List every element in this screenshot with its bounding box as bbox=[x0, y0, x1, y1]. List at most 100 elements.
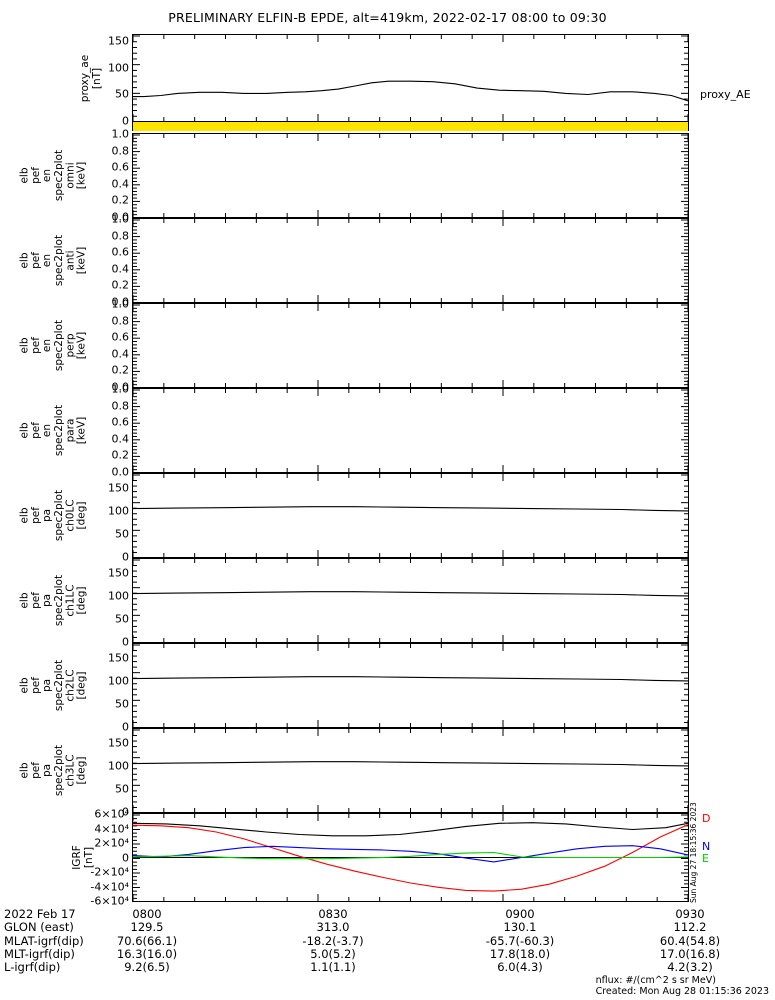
igrf-legend-n: N bbox=[702, 840, 711, 853]
y-tick-label: 0.0 bbox=[111, 380, 130, 394]
bottom-table-row: L-igrf(dip) 9.2(6.5) 1.1(1.1) 6.0(4.3) 4.2(3… bbox=[0, 960, 775, 975]
bottom-table-cell: 0900 bbox=[505, 907, 535, 921]
y-axis-title-pa-ch3lc: elb pef pa spec2plot ch3LC [deg] bbox=[18, 728, 88, 813]
y-axis-title-word: pa bbox=[41, 763, 54, 778]
y-axis-ticks-pa-ch3lc: 0 50 100 150 bbox=[0, 728, 129, 817]
y-tick-label: 0.8 bbox=[111, 314, 130, 328]
y-axis-title-word: [deg] bbox=[75, 586, 88, 615]
y-axis-title-word: [keV] bbox=[75, 331, 88, 360]
y-tick-label: 0.4 bbox=[111, 347, 130, 361]
y-tick-label: 100 bbox=[108, 674, 129, 688]
time-highlight-bar bbox=[132, 122, 689, 131]
y-axis-title-word: spec2plot bbox=[52, 489, 65, 542]
footer-created: Created: Mon Aug 28 01:15:36 2023 bbox=[595, 986, 769, 997]
y-axis-title-word: spec2plot bbox=[52, 744, 65, 797]
y-axis-ticks-proxy-ae: 0 50 100 150 bbox=[0, 34, 129, 127]
y-axis-title-word: elb bbox=[18, 507, 31, 524]
y-axis-title-en-perp: elb pef en spec2plot perp [keV] bbox=[18, 303, 88, 388]
bottom-table-cell: 130.1 bbox=[503, 920, 537, 935]
y-tick-label: 0.2 bbox=[111, 448, 130, 462]
y-axis-title-word: en bbox=[41, 253, 54, 268]
y-tick-label: 0.4 bbox=[111, 177, 130, 191]
y-axis-title-word: spec2plot bbox=[52, 319, 65, 372]
y-tick-label: -4×10⁴ bbox=[90, 880, 129, 893]
y-axis-ticks-pa-ch0lc: 0 50 100 150 bbox=[0, 473, 129, 562]
y-axis-title-word: spec2plot bbox=[52, 234, 65, 287]
y-tick-label: 100 bbox=[108, 589, 129, 603]
plot-panel-proxy-ae bbox=[132, 34, 689, 122]
y-axis-title-word: elb bbox=[18, 337, 31, 354]
bottom-table-cell: 1.1(1.1) bbox=[310, 960, 356, 975]
plot-panel-en-para bbox=[132, 388, 689, 473]
y-tick-label: -2×10⁴ bbox=[90, 865, 129, 879]
bottom-table-cell: 4.2(3.2) bbox=[667, 960, 713, 975]
bottom-table-cell: 17.8(18.0) bbox=[489, 946, 551, 961]
y-axis-title-en-omni: elb pef en spec2plot omni [keV] bbox=[18, 133, 88, 218]
y-axis-title-proxy-ae: proxy_ae [nT] bbox=[79, 34, 103, 122]
y-axis-ticks-en-anti: 0.0 0.2 0.4 0.6 0.8 1.0 bbox=[0, 214, 130, 308]
plot-panel-pa-ch3lc bbox=[132, 728, 689, 813]
bottom-table-cell: 5.0(5.2) bbox=[310, 946, 356, 961]
y-tick-label: 100 bbox=[108, 504, 129, 518]
bottom-table-cell: 0830 bbox=[318, 907, 348, 921]
y-tick-label: 1.0 bbox=[111, 297, 130, 311]
y-tick-label: 150 bbox=[108, 651, 129, 665]
y-tick-label: 0 bbox=[122, 114, 129, 128]
y-axis-title-word: proxy_ae bbox=[79, 54, 92, 102]
y-axis-title-word: elb bbox=[18, 677, 31, 694]
y-axis-title-word: spec2plot bbox=[52, 404, 65, 457]
y-axis-title-pa-ch2lc: elb pef pa spec2plot ch2LC [deg] bbox=[18, 643, 88, 728]
y-tick-label: 2×10⁴ bbox=[94, 836, 129, 850]
y-tick-label: 1.0 bbox=[111, 382, 130, 396]
bottom-table-cell: 112.2 bbox=[673, 920, 707, 935]
bottom-table-cell: 70.6(66.1) bbox=[116, 933, 178, 948]
y-axis-ticks-en-perp: 0.0 0.2 0.4 0.6 0.8 1.0 bbox=[0, 299, 130, 393]
bottom-table-cell: 6.0(4.3) bbox=[497, 960, 543, 975]
y-tick-label: 0.6 bbox=[111, 245, 130, 259]
bottom-table-row: MLT-igrf(dip) 16.3(16.0) 5.0(5.2) 17.8(18.0… bbox=[0, 946, 775, 961]
bottom-table-cell: 16.3(16.0) bbox=[116, 946, 178, 961]
y-tick-label: 50 bbox=[115, 87, 129, 101]
bottom-table-row-label: GLON (east) bbox=[4, 920, 74, 935]
y-tick-label: 0.8 bbox=[111, 399, 130, 413]
bottom-table-cell: 129.5 bbox=[130, 920, 164, 935]
y-axis-title-word: [keV] bbox=[75, 161, 88, 190]
y-axis-title-word: elb bbox=[18, 252, 31, 269]
y-tick-label: 0 bbox=[122, 720, 129, 734]
y-axis-title-word: pa bbox=[41, 678, 54, 693]
y-tick-label: 50 bbox=[115, 612, 129, 626]
y-axis-title-word: IGRF bbox=[71, 845, 84, 870]
bottom-annotation-table: 2022 Feb 17 0800 0830 0900 0930 GLON (east) 12… bbox=[0, 907, 775, 975]
y-tick-label: 0.0 bbox=[111, 210, 130, 224]
y-tick-label: -6×10⁴ bbox=[90, 894, 129, 908]
y-tick-label: 0.4 bbox=[111, 432, 130, 446]
y-tick-label: 0.8 bbox=[111, 229, 130, 243]
y-axis-title-word: en bbox=[41, 423, 54, 438]
y-axis-title-pa-ch0lc: elb pef pa spec2plot ch0LC [deg] bbox=[18, 473, 88, 558]
bottom-table-row: 2022 Feb 17 0800 0830 0900 0930 bbox=[0, 907, 775, 921]
y-axis-ticks-igrf: -6×10⁴ -4×10⁴ -2×10⁴ 0 2×10⁴ 4×10⁴ 6×10⁴ bbox=[0, 809, 129, 907]
plot-panel-pa-ch1lc bbox=[132, 558, 689, 643]
y-axis-title-word: elb bbox=[18, 762, 31, 779]
y-tick-label: 0.0 bbox=[111, 465, 130, 479]
bottom-table-row-label: MLAT-igrf(dip) bbox=[4, 933, 84, 948]
igrf-legend-d: D bbox=[702, 812, 711, 825]
bottom-table-cell: 0800 bbox=[132, 907, 162, 921]
plot-panel-pa-ch2lc bbox=[132, 643, 689, 728]
y-tick-label: 0.4 bbox=[111, 262, 130, 276]
bottom-table-cell: 17.0(16.8) bbox=[659, 946, 721, 961]
y-tick-label: 0.6 bbox=[111, 160, 130, 174]
y-tick-label: 150 bbox=[108, 481, 129, 495]
bottom-table-cell: 313.0 bbox=[316, 920, 350, 935]
bottom-table-cell: -65.7(-60.3) bbox=[485, 933, 555, 948]
y-axis-title-word: [deg] bbox=[75, 756, 88, 785]
y-axis-title-word: [keV] bbox=[75, 416, 88, 445]
bottom-table-row-label: 2022 Feb 17 bbox=[4, 907, 76, 921]
y-tick-label: 6×10⁴ bbox=[94, 807, 129, 821]
bottom-table-row: MLAT-igrf(dip) 70.6(66.1) -18.2(-3.7) -65.7… bbox=[0, 933, 775, 948]
bottom-table-row-label: L-igrf(dip) bbox=[4, 960, 61, 975]
plot-panel-igrf bbox=[132, 813, 689, 902]
y-axis-title-word: [keV] bbox=[75, 246, 88, 275]
igrf-legend-e: E bbox=[702, 852, 709, 865]
